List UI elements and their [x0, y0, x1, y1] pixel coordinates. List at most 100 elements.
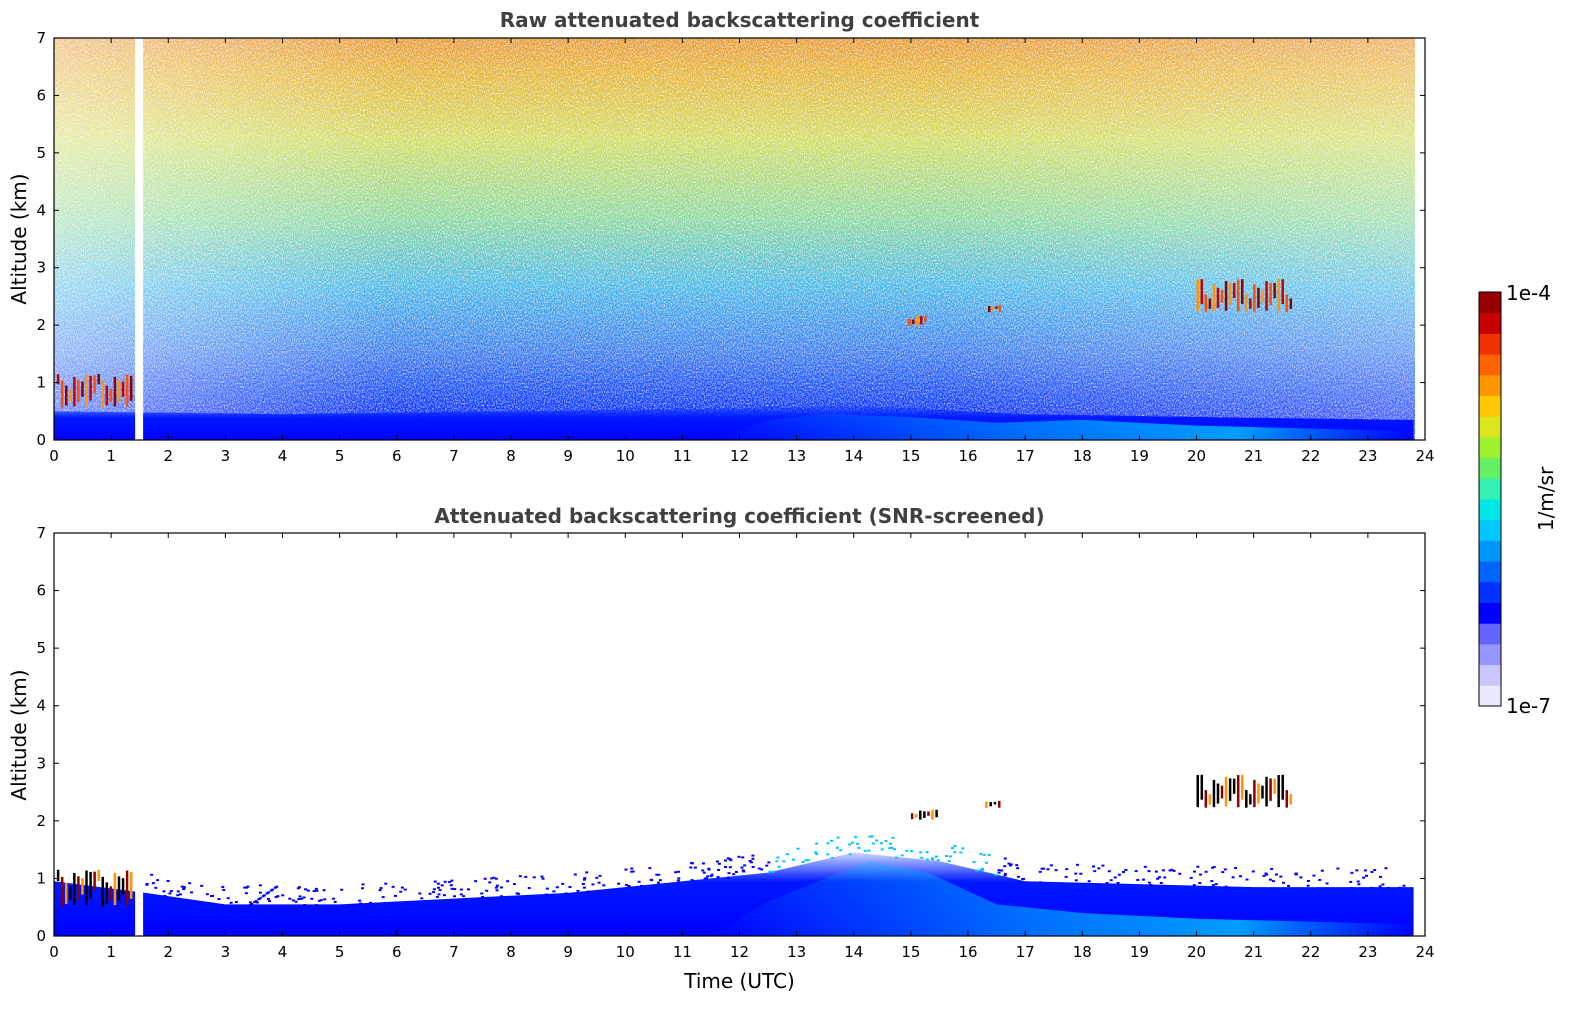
speckle-mark: [1178, 872, 1182, 875]
x-tick-label: 19: [1130, 943, 1149, 961]
speckle-mark: [724, 859, 728, 862]
speckle-mark: [450, 879, 454, 882]
speckle-mark: [573, 873, 577, 876]
cloud-mark: [923, 811, 926, 818]
speckle-mark: [229, 901, 233, 904]
speckle-mark: [331, 897, 335, 900]
cloud-mark: [991, 306, 995, 311]
speckle-mark: [1092, 865, 1096, 868]
snr-y-axis-label: Altitude (km): [7, 669, 31, 800]
x-tick-label: 17: [1016, 447, 1035, 465]
speckle-mark: [1233, 867, 1237, 870]
x-tick-label: 21: [1244, 943, 1263, 961]
speckle-mark: [867, 849, 871, 852]
speckle-mark: [298, 895, 302, 898]
speckle-mark: [997, 871, 1001, 874]
cloud-mark: [1269, 282, 1272, 306]
speckle-mark: [948, 855, 952, 858]
speckle-mark: [1049, 864, 1053, 867]
speckle-mark: [851, 841, 855, 844]
speckle-mark: [1223, 868, 1227, 871]
x-tick-label: 3: [221, 943, 231, 961]
speckle-mark: [379, 887, 383, 890]
speckle-mark: [889, 842, 893, 845]
cloud-mark: [1224, 281, 1228, 311]
x-tick-label: 11: [673, 943, 692, 961]
speckle-mark: [801, 861, 805, 864]
speckle-mark: [190, 891, 194, 894]
colorbar-step: [1479, 354, 1501, 376]
speckle-mark: [420, 897, 424, 900]
speckle-mark: [734, 870, 738, 873]
speckle-mark: [987, 853, 991, 856]
speckle-mark: [1134, 870, 1138, 873]
colorbar-step: [1479, 478, 1501, 500]
speckle-mark: [1274, 873, 1278, 876]
speckle-mark: [1087, 880, 1091, 883]
speckle-mark: [815, 853, 819, 856]
speckle-mark: [979, 868, 983, 871]
x-tick-label: 15: [901, 943, 920, 961]
cloud-mark: [912, 319, 915, 324]
x-tick-label: 4: [278, 943, 288, 961]
speckle-mark: [602, 884, 606, 887]
speckle-mark: [450, 887, 454, 890]
speckle-mark: [894, 856, 898, 859]
speckle-mark: [163, 894, 167, 897]
speckle-mark: [715, 860, 719, 863]
speckle-mark: [275, 885, 279, 888]
speckle-mark: [586, 890, 590, 893]
colorbar-step: [1479, 623, 1501, 645]
cloud-mark: [85, 374, 88, 407]
speckle-mark: [226, 897, 230, 900]
x-tick-label: 8: [506, 943, 516, 961]
speckle-mark: [432, 888, 436, 891]
cloud-mark: [1236, 775, 1240, 808]
speckle-mark: [266, 897, 270, 900]
x-tick-label: 20: [1187, 943, 1206, 961]
cloud-mark: [69, 886, 72, 901]
speckle-mark: [333, 900, 337, 903]
cloud-mark: [1232, 778, 1236, 794]
colorbar-step: [1479, 561, 1501, 583]
speckle-mark: [1189, 876, 1193, 879]
speckle-mark: [544, 893, 548, 896]
colorbar-step: [1479, 519, 1501, 541]
cloud-mark: [101, 380, 105, 408]
cloud-mark: [1232, 283, 1236, 299]
speckle-mark: [459, 888, 463, 891]
speckle-mark: [920, 856, 924, 859]
speckle-mark: [826, 853, 830, 856]
speckle-mark: [323, 898, 327, 901]
speckle-mark: [950, 847, 954, 850]
speckle-mark: [315, 889, 319, 892]
snr-clouds: [56, 774, 1293, 907]
speckle-mark: [1038, 881, 1042, 884]
speckle-mark: [432, 891, 436, 894]
speckle-mark: [583, 877, 587, 880]
speckle-mark: [751, 854, 755, 857]
speckle-mark: [1075, 863, 1079, 866]
snr-aerosol-layer: [710, 861, 1414, 936]
speckle-mark: [428, 892, 432, 895]
speckle-mark: [462, 895, 466, 898]
cloud-mark: [1208, 794, 1212, 805]
cloud-mark: [129, 375, 133, 401]
speckle-mark: [777, 865, 781, 868]
cloud-mark: [1228, 282, 1232, 306]
speckle-mark: [1265, 873, 1269, 876]
speckle-mark: [836, 836, 840, 839]
colorbar-step: [1479, 643, 1501, 666]
speckle-mark: [741, 856, 745, 859]
cloud-mark: [1220, 785, 1224, 799]
speckle-mark: [910, 850, 914, 853]
speckle-mark: [254, 900, 258, 903]
speckle-mark: [317, 899, 321, 902]
speckle-mark: [1147, 881, 1151, 884]
x-tick-label: 24: [1415, 943, 1434, 961]
x-tick-label: 0: [49, 943, 59, 961]
cloud-mark: [73, 376, 76, 407]
speckle-mark: [1074, 879, 1078, 882]
speckle-mark: [418, 892, 422, 895]
speckle-mark: [297, 898, 301, 901]
